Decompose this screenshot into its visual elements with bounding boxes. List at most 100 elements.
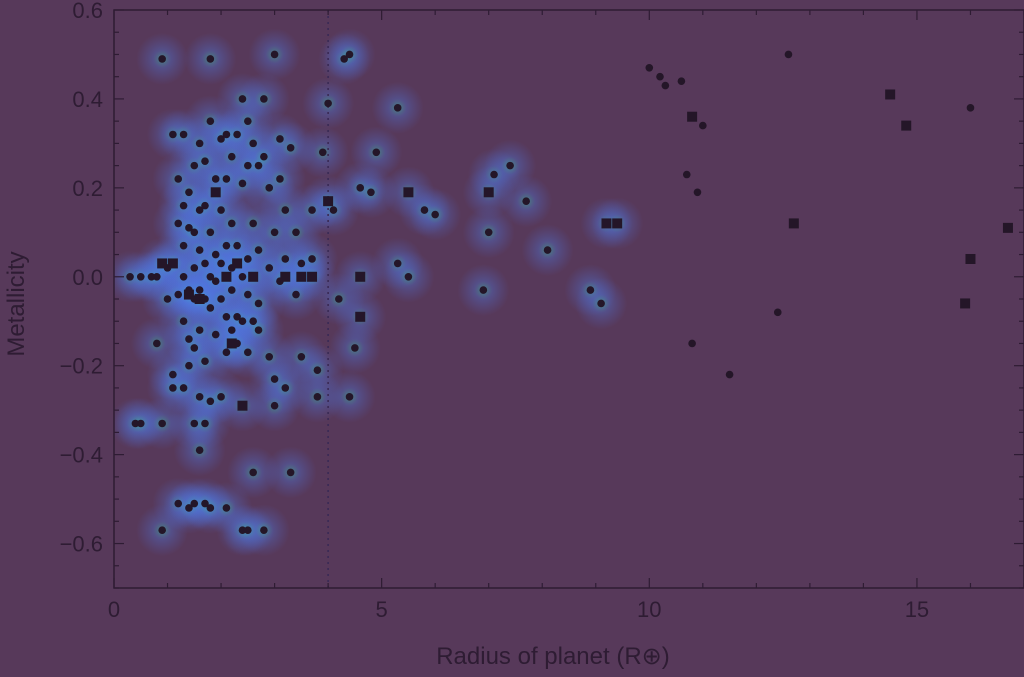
data-point-circle bbox=[265, 184, 274, 192]
data-point-circle bbox=[126, 272, 134, 281]
data-point-circle bbox=[217, 295, 225, 303]
data-point-circle bbox=[254, 161, 263, 170]
data-point-square bbox=[901, 120, 912, 131]
data-point-circle bbox=[313, 393, 322, 401]
data-point-circle bbox=[179, 317, 188, 326]
x-tick-label: 5 bbox=[376, 597, 388, 622]
data-point-circle bbox=[201, 419, 209, 428]
data-point-circle bbox=[174, 499, 183, 508]
data-point-square bbox=[210, 187, 221, 198]
data-point-square bbox=[403, 187, 414, 198]
data-point-circle bbox=[211, 175, 220, 183]
data-point-circle bbox=[313, 366, 322, 374]
data-point-circle bbox=[522, 197, 530, 205]
data-point-circle bbox=[281, 255, 290, 263]
data-point-circle bbox=[260, 95, 268, 103]
data-point-circle bbox=[206, 504, 215, 512]
data-point-circle bbox=[195, 446, 204, 454]
y-tick-label: −0.4 bbox=[60, 443, 103, 468]
data-point-circle bbox=[206, 117, 215, 125]
data-point-circle bbox=[693, 188, 702, 197]
data-point-circle bbox=[238, 317, 247, 326]
y-tick-label: −0.6 bbox=[60, 532, 103, 557]
data-point-circle bbox=[249, 139, 257, 148]
data-point-circle bbox=[222, 348, 231, 357]
data-point-circle bbox=[206, 228, 215, 237]
data-point-circle bbox=[656, 72, 664, 81]
data-point-circle bbox=[297, 259, 306, 268]
data-point-square bbox=[960, 298, 971, 309]
data-point-circle bbox=[254, 246, 263, 254]
data-point-square bbox=[157, 258, 168, 269]
data-point-circle bbox=[153, 272, 161, 281]
data-point-circle bbox=[136, 272, 145, 281]
data-point-square bbox=[167, 258, 178, 269]
data-point-circle bbox=[222, 130, 231, 139]
data-point-circle bbox=[773, 308, 782, 317]
data-point-circle bbox=[270, 375, 279, 383]
data-point-circle bbox=[206, 272, 215, 281]
y-tick-label: 0.0 bbox=[72, 265, 103, 290]
data-point-square bbox=[226, 338, 237, 349]
data-point-circle bbox=[195, 139, 204, 148]
data-point-circle bbox=[131, 419, 140, 428]
data-point-circle bbox=[233, 130, 241, 139]
data-point-circle bbox=[260, 526, 268, 534]
data-point-circle bbox=[244, 526, 252, 534]
data-point-square bbox=[1002, 222, 1013, 233]
data-point-circle bbox=[169, 370, 177, 379]
data-point-circle bbox=[233, 241, 241, 250]
data-point-circle bbox=[190, 419, 199, 428]
data-point-circle bbox=[185, 504, 193, 512]
data-point-circle bbox=[281, 384, 290, 392]
data-point-circle bbox=[404, 272, 413, 281]
data-point-circle bbox=[227, 286, 236, 294]
data-point-circle bbox=[174, 219, 183, 228]
data-point-circle bbox=[174, 175, 183, 183]
data-point-square bbox=[221, 271, 232, 282]
data-point-circle bbox=[217, 259, 225, 268]
data-point-circle bbox=[586, 286, 595, 294]
data-point-circle bbox=[244, 348, 252, 357]
data-point-circle bbox=[185, 224, 193, 232]
data-point-circle bbox=[206, 55, 215, 63]
data-point-circle bbox=[158, 419, 166, 428]
data-point-circle bbox=[286, 144, 295, 152]
data-point-square bbox=[355, 271, 366, 282]
data-point-circle bbox=[190, 161, 199, 170]
data-point-circle bbox=[292, 228, 300, 237]
data-point-circle bbox=[340, 55, 348, 63]
data-point-circle bbox=[281, 206, 290, 214]
data-point-circle bbox=[195, 206, 204, 214]
x-tick-label: 15 bbox=[905, 597, 929, 622]
data-point-circle bbox=[265, 264, 274, 272]
data-point-circle bbox=[966, 104, 975, 112]
data-point-circle bbox=[244, 161, 252, 170]
data-point-circle bbox=[324, 99, 332, 108]
data-point-circle bbox=[484, 228, 493, 237]
data-point-square bbox=[323, 196, 334, 207]
data-point-circle bbox=[479, 286, 488, 294]
data-point-circle bbox=[431, 210, 439, 219]
data-point-circle bbox=[308, 255, 316, 263]
data-point-circle bbox=[260, 152, 268, 161]
data-point-circle bbox=[254, 326, 263, 334]
data-point-circle bbox=[179, 130, 188, 139]
data-point-circle bbox=[265, 353, 274, 361]
data-point-circle bbox=[308, 206, 316, 214]
data-point-circle bbox=[506, 161, 514, 170]
data-point-circle bbox=[174, 290, 183, 299]
data-point-square bbox=[307, 271, 318, 282]
data-point-square bbox=[194, 294, 205, 304]
data-point-circle bbox=[185, 188, 193, 197]
data-point-circle bbox=[147, 272, 156, 281]
data-point-circle bbox=[201, 357, 209, 366]
data-point-circle bbox=[356, 184, 365, 192]
data-points bbox=[126, 50, 1013, 534]
data-point-circle bbox=[211, 330, 220, 339]
data-point-square bbox=[237, 400, 248, 411]
data-point-circle bbox=[201, 157, 209, 165]
x-tick-label: 10 bbox=[637, 597, 661, 622]
data-point-circle bbox=[222, 312, 231, 321]
data-point-circle bbox=[254, 299, 263, 308]
